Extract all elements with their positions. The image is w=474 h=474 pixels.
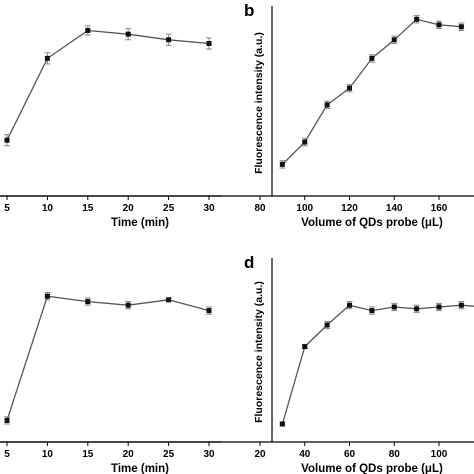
y-axis-label: Fluorescence intensity (a.u.) [253,32,265,174]
data-point [369,308,375,314]
data-point [44,293,50,299]
data-point [436,304,442,310]
data-point [85,299,91,305]
data-point [302,344,308,350]
x-tick-label: 120 [341,203,358,214]
data-point [206,40,212,46]
x-tick-label: 25 [163,203,175,214]
panel-label: d [244,253,254,272]
x-tick-label: 80 [389,449,401,460]
x-tick-label: 20 [123,449,135,460]
data-point [125,302,131,308]
panel-label: b [244,1,254,20]
data-point [324,322,330,328]
data-point [458,302,464,308]
data-point [391,37,397,43]
panel-d: 20 40 60 80 100 Volume of QDs probe (μL) Fluor… [0,253,474,474]
x-tick-label: 15 [82,203,94,214]
x-tick-label: 20 [254,449,266,460]
x-tick-label: 10 [42,449,54,460]
series-line [281,18,462,165]
data-point [166,297,172,303]
y-axis-label: Fluorescence intensity (a.u.) [253,281,265,423]
x-tick-label: 160 [431,203,448,214]
data-point [125,31,131,37]
x-axis-label: Time (min) [111,217,169,229]
x-axis-label: Volume of QDs probe (μL) [301,463,443,474]
x-tick-label: 20 [123,203,135,214]
x-tick-label: 5 [4,449,10,460]
x-tick-label: 100 [431,449,448,460]
data-point [436,22,442,28]
x-tick-label: 30 [203,449,215,460]
data-point [206,308,212,314]
data-point [324,102,330,108]
series-line [6,295,210,421]
x-tick-label: 60 [344,449,356,460]
data-point [166,37,172,43]
x-tick-label: 15 [82,449,94,460]
panel-c: 5 10 15 20 25 30 Time (min) [0,292,222,474]
panel-a: 5 10 15 20 25 30 Time (min) [0,25,222,229]
data-point [279,161,285,167]
data-point [85,27,91,33]
data-point [458,24,464,30]
data-point [279,421,285,427]
data-point [44,55,50,61]
data-point [347,302,352,308]
data-point [369,55,375,61]
x-tick-label: 80 [254,203,266,214]
x-tick-label: 25 [163,449,175,460]
x-tick-label: 5 [4,203,10,214]
x-tick-label: 10 [42,203,54,214]
data-point [347,85,352,91]
data-point [4,137,10,143]
panel-b: 80 100 120 140 160 Volume of QDs probe (μL) Fl… [0,1,474,229]
data-point [414,16,420,22]
data-point [302,139,308,145]
x-tick-label: 140 [386,203,403,214]
data-point [391,304,397,310]
series-line [6,29,210,141]
x-axis-label: Volume of QDs probe (μL) [301,217,443,229]
data-point [4,417,10,423]
x-tick-label: 40 [299,449,311,460]
x-tick-label: 100 [296,203,313,214]
series-line [281,304,474,425]
x-tick-label: 30 [203,203,215,214]
x-axis-label: Time (min) [111,463,169,474]
data-point [414,306,420,312]
